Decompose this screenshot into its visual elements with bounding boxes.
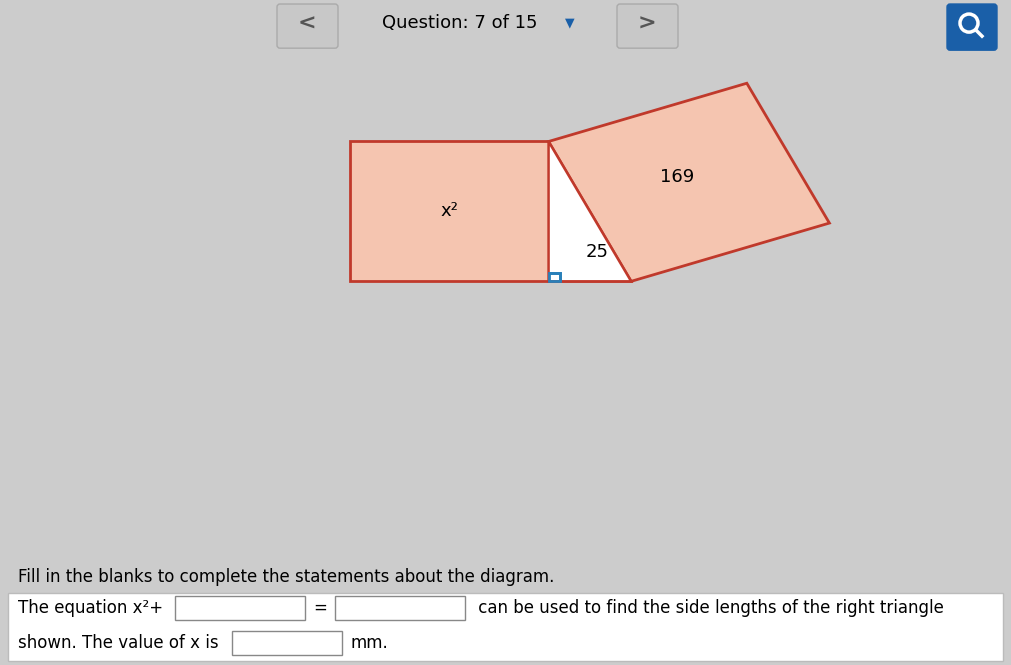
FancyBboxPatch shape xyxy=(8,593,1003,661)
Text: x²: x² xyxy=(441,202,458,220)
Text: Question: 7 of 15: Question: 7 of 15 xyxy=(382,14,538,32)
Text: can be used to find the side lengths of the right triangle: can be used to find the side lengths of … xyxy=(473,599,944,617)
Text: =: = xyxy=(313,599,327,617)
Text: 169: 169 xyxy=(660,168,695,186)
FancyBboxPatch shape xyxy=(232,631,342,655)
Text: shown. The value of x is: shown. The value of x is xyxy=(18,634,218,652)
FancyBboxPatch shape xyxy=(277,4,338,48)
Text: ▼: ▼ xyxy=(565,17,575,29)
FancyBboxPatch shape xyxy=(947,4,997,50)
Text: >: > xyxy=(638,14,656,34)
Text: Fill in the blanks to complete the statements about the diagram.: Fill in the blanks to complete the state… xyxy=(18,568,554,586)
Polygon shape xyxy=(549,223,631,281)
Polygon shape xyxy=(549,142,631,281)
FancyBboxPatch shape xyxy=(335,596,465,620)
FancyBboxPatch shape xyxy=(617,4,678,48)
FancyBboxPatch shape xyxy=(175,596,305,620)
Text: mm.: mm. xyxy=(350,634,388,652)
Polygon shape xyxy=(549,83,829,281)
Text: The equation x²+: The equation x²+ xyxy=(18,599,163,617)
Text: 25: 25 xyxy=(586,243,609,261)
Text: <: < xyxy=(297,14,316,34)
Polygon shape xyxy=(351,142,549,281)
